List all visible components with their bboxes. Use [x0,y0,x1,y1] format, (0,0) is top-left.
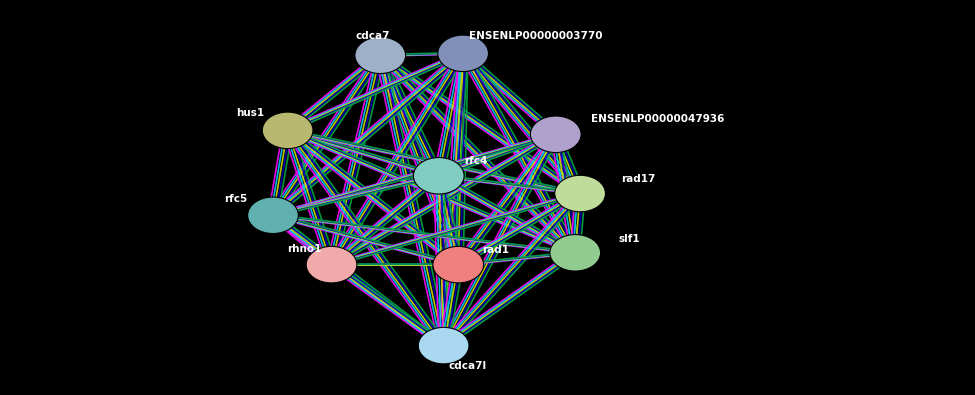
Ellipse shape [555,175,605,212]
Ellipse shape [530,116,581,152]
Text: rad1: rad1 [482,245,509,255]
Text: rhno1: rhno1 [287,244,322,254]
Text: hus1: hus1 [237,107,264,118]
Ellipse shape [355,37,406,73]
Text: rad17: rad17 [621,173,656,184]
Ellipse shape [438,35,488,71]
Text: rfc4: rfc4 [464,156,488,166]
Text: cdca7: cdca7 [355,31,390,41]
Ellipse shape [550,235,601,271]
Ellipse shape [418,327,469,364]
Ellipse shape [433,246,484,283]
Ellipse shape [262,112,313,149]
Text: slf1: slf1 [618,234,640,244]
Text: cdca7l: cdca7l [448,361,488,371]
Text: ENSENLP00000047936: ENSENLP00000047936 [592,113,724,124]
Ellipse shape [306,246,357,283]
Ellipse shape [248,197,298,233]
Text: ENSENLP00000003770: ENSENLP00000003770 [470,30,603,41]
Text: rfc5: rfc5 [224,194,248,205]
Ellipse shape [413,158,464,194]
